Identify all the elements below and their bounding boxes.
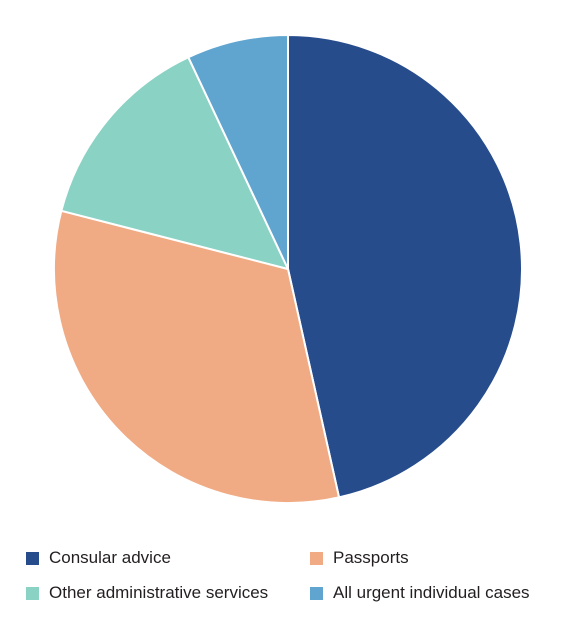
legend-item-other-administrative-services: Other administrative services <box>26 582 268 604</box>
legend-swatch-passports <box>310 551 323 565</box>
legend-label-all-urgent-individual-cases: All urgent individual cases <box>333 583 530 602</box>
pie-slice-consular-advice <box>287 34 524 499</box>
pie-slice-all-urgent-individual-cases <box>187 34 289 270</box>
legend-item-passports: Passports <box>310 547 409 569</box>
pie-slice-passports <box>53 209 341 504</box>
legend-swatch-consular-advice <box>26 551 39 565</box>
legend-item-consular-advice: Consular advice <box>26 547 171 569</box>
legend-label-other-administrative-services: Other administrative services <box>49 583 269 602</box>
pie-slice-other-administrative-services <box>60 56 289 270</box>
legend-swatch-all-urgent-individual-cases <box>310 586 323 600</box>
legend-label-passports: Passports <box>333 548 409 567</box>
legend-item-all-urgent-individual-cases: All urgent individual cases <box>310 582 530 604</box>
pie-chart <box>53 34 524 504</box>
legend-swatch-other-administrative-services <box>26 586 39 600</box>
legend-label-consular-advice: Consular advice <box>49 548 171 567</box>
